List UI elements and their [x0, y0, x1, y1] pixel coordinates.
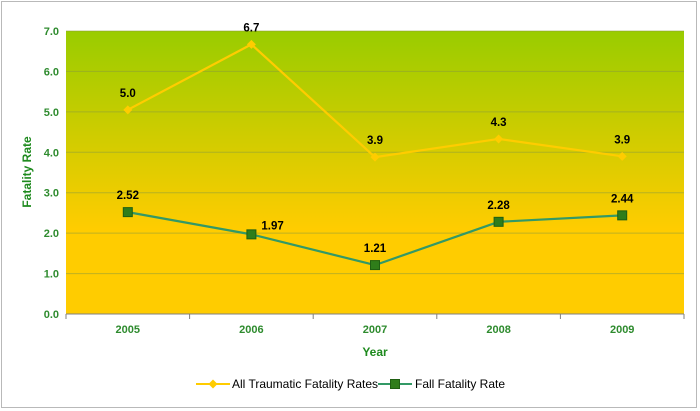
y-tick-label: 1.0	[44, 269, 59, 281]
legend-square-marker	[390, 379, 400, 389]
legend-label-all-traumatic: All Traumatic Fatality Rates	[232, 377, 378, 391]
data-point-diamond	[494, 134, 504, 144]
data-label: 6.7	[243, 22, 259, 34]
data-point-square	[370, 260, 380, 271]
data-label: 5.0	[120, 88, 136, 100]
data-point-diamond	[617, 151, 627, 161]
y-axis-ticks: 0.0 1.0 2.0 3.0 4.0 5.0 6.0 7.0	[44, 26, 59, 321]
legend-label-fall: Fall Fatality Rate	[415, 377, 505, 391]
data-label: 3.9	[614, 134, 630, 146]
y-tick-label: 5.0	[44, 107, 59, 119]
x-tick-label: 2007	[363, 324, 387, 336]
x-axis-title: Year	[362, 345, 388, 359]
y-tick-label: 7.0	[44, 26, 59, 38]
data-label: 1.21	[364, 243, 387, 255]
legend-item-all-traumatic: All Traumatic Fatality Rates	[196, 377, 378, 391]
x-tick-label: 2005	[116, 324, 140, 336]
y-tick-label: 6.0	[44, 66, 59, 78]
y-tick-label: 4.0	[44, 147, 59, 159]
data-label: 3.9	[367, 135, 383, 147]
y-tick-label: 3.0	[44, 188, 59, 200]
y-axis-title: Fatality Rate	[20, 136, 34, 208]
data-point-square	[246, 229, 257, 240]
legend-diamond-marker	[208, 379, 218, 389]
data-labels: 5.0 6.7 3.9 4.3 3.9 2.52 1.97 1.21 2.28 2.44	[117, 22, 634, 255]
data-point-diamond	[123, 105, 133, 115]
data-point-square	[617, 210, 628, 221]
x-tick-label: 2006	[239, 324, 263, 336]
data-point-diamond	[370, 152, 380, 162]
series-markers	[122, 39, 628, 271]
gridlines	[66, 30, 684, 275]
data-label: 4.3	[491, 117, 507, 129]
x-tick-label: 2009	[610, 324, 634, 336]
legend: All Traumatic Fatality Rates Fall Fatali…	[196, 377, 505, 391]
plot-area	[66, 31, 684, 314]
x-axis-ticks: 2005 2006 2007 2008 2009	[65, 314, 685, 336]
data-point-diamond	[246, 39, 256, 49]
y-tick-label: 2.0	[44, 228, 59, 240]
data-label: 1.97	[261, 220, 283, 232]
data-label: 2.44	[611, 193, 634, 205]
data-point-square	[493, 216, 504, 227]
data-label: 2.28	[487, 200, 510, 212]
data-label: 2.52	[117, 190, 139, 202]
legend-item-fall: Fall Fatality Rate	[378, 377, 505, 391]
y-tick-label: 0.0	[44, 309, 59, 321]
data-point-square	[122, 207, 133, 218]
x-tick-label: 2008	[486, 324, 510, 336]
